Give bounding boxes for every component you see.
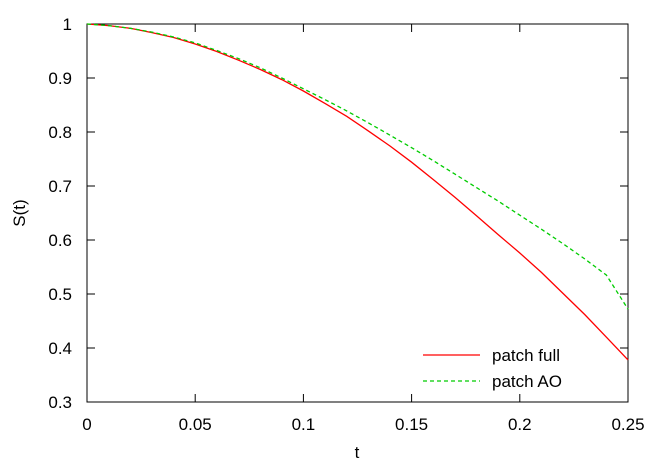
x-axis: 0 0.05 0.1 0.15 0.2 0.25	[82, 24, 645, 434]
x-tick-label: 0.1	[292, 415, 316, 434]
legend-label: patch AO	[492, 372, 562, 391]
series-line-patch-ao	[86, 23, 629, 310]
y-tick-label: 1	[63, 15, 72, 34]
plot-frame	[86, 23, 629, 403]
x-tick-label: 0.05	[179, 415, 212, 434]
x-tick-label: 0.25	[611, 415, 644, 434]
x-tick-label: 0.2	[508, 415, 532, 434]
x-tick-label: 0.15	[395, 415, 428, 434]
legend: patch full patch AO	[423, 346, 562, 391]
y-tick-label: 0.4	[48, 339, 72, 358]
y-tick-label: 0.6	[48, 231, 72, 250]
series-line-patch-full	[86, 23, 629, 361]
legend-label: patch full	[492, 346, 560, 365]
y-tick-label: 0.9	[48, 69, 72, 88]
y-axis: 0.3 0.4 0.5 0.6 0.7 0.8 0.9 1	[48, 15, 628, 412]
series-layer	[86, 23, 629, 361]
x-tick-label: 0	[82, 415, 91, 434]
y-tick-label: 0.7	[48, 177, 72, 196]
y-tick-label: 0.5	[48, 285, 72, 304]
y-tick-label: 0.8	[48, 123, 72, 142]
y-tick-label: 0.3	[48, 393, 72, 412]
x-axis-label: t	[355, 443, 360, 462]
y-axis-label: S(t)	[10, 199, 29, 226]
